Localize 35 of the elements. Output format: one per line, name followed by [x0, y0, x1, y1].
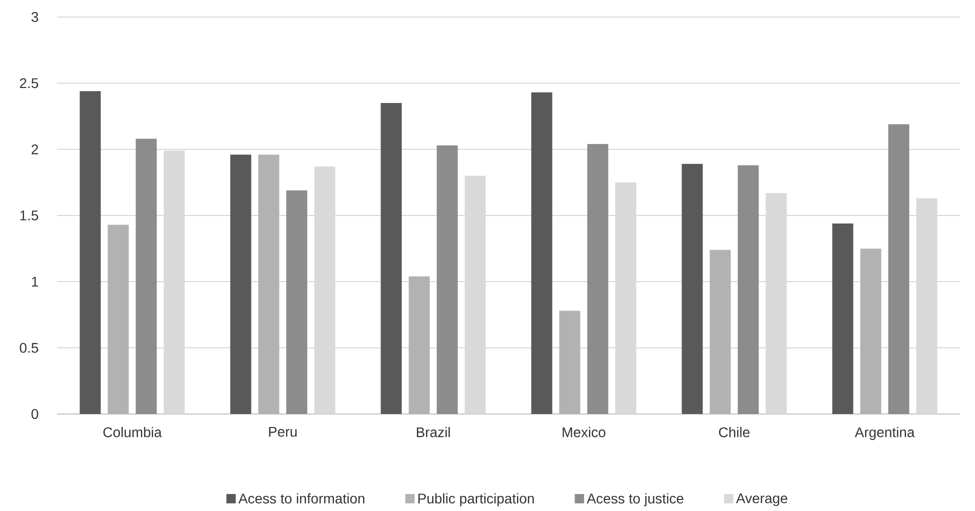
bar — [916, 198, 938, 414]
bar — [832, 224, 854, 414]
bar — [682, 164, 703, 414]
y-tick-label: 1.5 — [20, 210, 38, 220]
legend-label: Acess to information — [238, 493, 364, 504]
bar — [164, 150, 185, 414]
bar — [136, 138, 157, 414]
y-tick-label: 2 — [32, 144, 38, 154]
bar — [531, 92, 552, 414]
y-tick-label: 0 — [31, 409, 38, 420]
bar — [314, 166, 336, 414]
y-tick-label: 2.5 — [20, 78, 38, 88]
x-tick-label: Mexico — [562, 427, 606, 438]
x-tick-label: Columbia — [103, 427, 162, 438]
x-tick-label: Chile — [719, 427, 750, 438]
legend-label: Public participation — [418, 493, 534, 506]
bar — [738, 165, 759, 414]
bar — [464, 176, 486, 414]
x-tick-label: Argentina — [854, 427, 915, 440]
y-tick-label: 0.5 — [20, 342, 38, 353]
x-tick-label: Brazil — [416, 427, 450, 438]
bar — [286, 190, 308, 414]
bar — [80, 91, 101, 414]
legend-label: Acess to justice — [586, 493, 684, 506]
bar — [230, 154, 252, 414]
bar — [888, 124, 910, 414]
x-tick-label: Peru — [269, 427, 297, 437]
bar — [615, 182, 636, 414]
y-tick-label: 3 — [31, 12, 38, 22]
bar — [587, 144, 608, 414]
bar — [436, 145, 458, 414]
bar — [766, 193, 787, 414]
legend-label: Average — [736, 494, 788, 506]
bar — [380, 103, 402, 414]
y-tick-label: 1 — [32, 276, 38, 287]
